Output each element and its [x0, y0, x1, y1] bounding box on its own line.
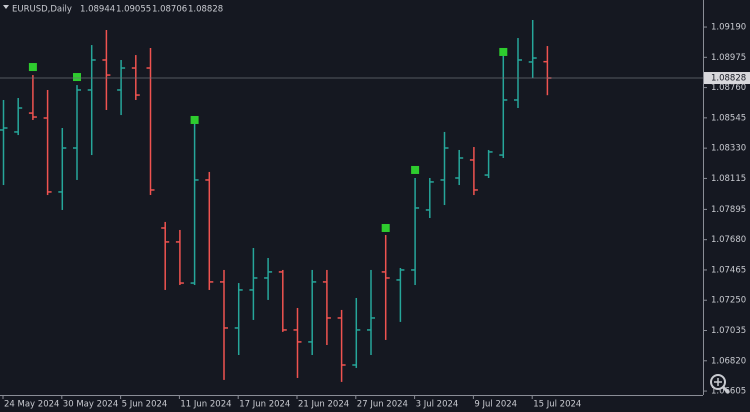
- x-tick-label: 30 May 2024: [63, 400, 118, 410]
- symbol-icon: [3, 5, 9, 9]
- fractal-marker: [28, 63, 37, 72]
- y-tick-label: 1.06820: [711, 356, 746, 366]
- fractal-marker: [381, 223, 390, 232]
- x-tick-label: 11 Jun 2024: [180, 400, 231, 410]
- zoom-lens: [710, 374, 726, 390]
- y-tick-label: 1.07680: [711, 235, 746, 245]
- x-tick-label: 21 Jun 2024: [298, 400, 349, 410]
- y-tick-label: 1.08545: [711, 113, 746, 123]
- header-close: 1.08828: [188, 5, 223, 15]
- fractal-marker: [499, 47, 508, 56]
- x-tick-label: 17 Jun 2024: [239, 400, 290, 410]
- zoom-handle: [721, 385, 731, 395]
- y-tick-label: 1.08115: [711, 174, 746, 184]
- x-tick-label: 9 Jul 2024: [474, 400, 517, 410]
- y-tick-label: 1.07035: [711, 326, 746, 336]
- header: EURUSD,Daily 1.08944 1.09055 1.08706 1.0…: [3, 5, 223, 15]
- fractal-marker: [411, 165, 420, 174]
- current-price-box: [704, 72, 750, 85]
- header-high: 1.09055: [116, 5, 151, 15]
- fractal-marker: [190, 115, 199, 124]
- zoom-icon[interactable]: [710, 374, 731, 395]
- fractal-marker: [73, 73, 81, 82]
- y-tick-label: 1.07250: [711, 296, 746, 306]
- header-low: 1.08706: [152, 5, 187, 15]
- y-tick-label: 1.09190: [711, 23, 746, 33]
- y-tick-label: 1.07465: [711, 265, 746, 275]
- y-tick-label: 1.08760: [711, 83, 746, 93]
- y-tick-label: 1.07895: [711, 205, 746, 215]
- x-tick-label: 5 Jun 2024: [122, 400, 168, 410]
- symbol: EURUSD,Daily: [12, 5, 72, 15]
- x-tick-label: 24 May 2024: [4, 400, 59, 410]
- y-tick-label: 1.08975: [711, 53, 746, 63]
- x-tick-label: 15 Jul 2024: [533, 400, 581, 410]
- x-tick-label: 3 Jul 2024: [416, 400, 459, 410]
- x-tick-label: 27 Jun 2024: [357, 400, 408, 410]
- y-tick-label: 1.08330: [711, 144, 746, 154]
- current-price-label: 1.08828: [711, 74, 746, 84]
- header-open: 1.08944: [80, 5, 115, 15]
